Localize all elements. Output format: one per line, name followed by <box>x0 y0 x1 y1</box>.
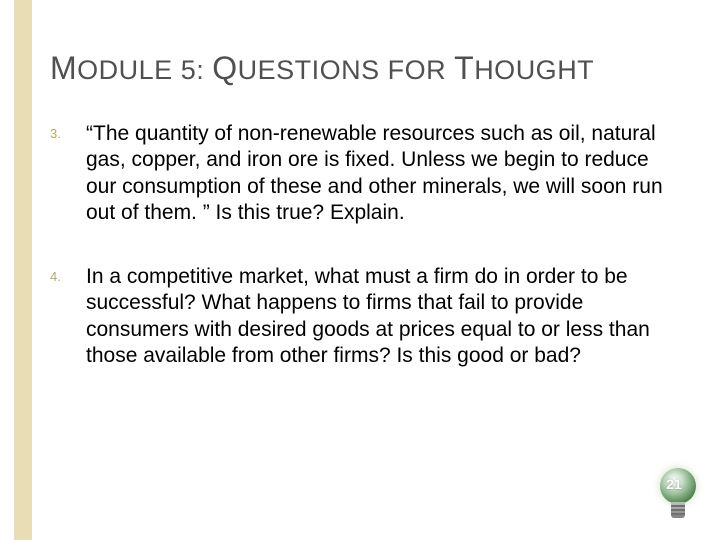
title-uestions: UESTIONS <box>238 55 380 85</box>
question-text: In a competitive market, what must a fir… <box>86 264 680 369</box>
title-five: 5: <box>173 55 213 85</box>
slide-title: MODULE 5: QUESTIONS FOR THOUGHT <box>50 50 680 87</box>
list-item: 4. In a competitive market, what must a … <box>50 264 680 369</box>
lightbulb-icon: 21 <box>656 468 700 528</box>
question-text: “The quantity of non-renewable resources… <box>86 121 680 226</box>
title-cap-q: Q <box>212 50 237 86</box>
title-cap-m: M <box>50 50 77 86</box>
title-cap-t: T <box>454 50 474 86</box>
question-number: 3. <box>50 121 86 226</box>
left-accent-bar <box>14 0 32 540</box>
page-number: 21 <box>656 476 692 492</box>
bulb-base <box>671 502 685 518</box>
question-number: 4. <box>50 264 86 369</box>
slide-content: MODULE 5: QUESTIONS FOR THOUGHT 3. “The … <box>50 50 680 407</box>
title-for: FOR <box>380 55 455 85</box>
title-odule: ODULE <box>77 55 173 85</box>
list-item: 3. “The quantity of non-renewable resour… <box>50 121 680 226</box>
title-hought: HOUGHT <box>474 55 594 85</box>
question-list: 3. “The quantity of non-renewable resour… <box>50 121 680 369</box>
